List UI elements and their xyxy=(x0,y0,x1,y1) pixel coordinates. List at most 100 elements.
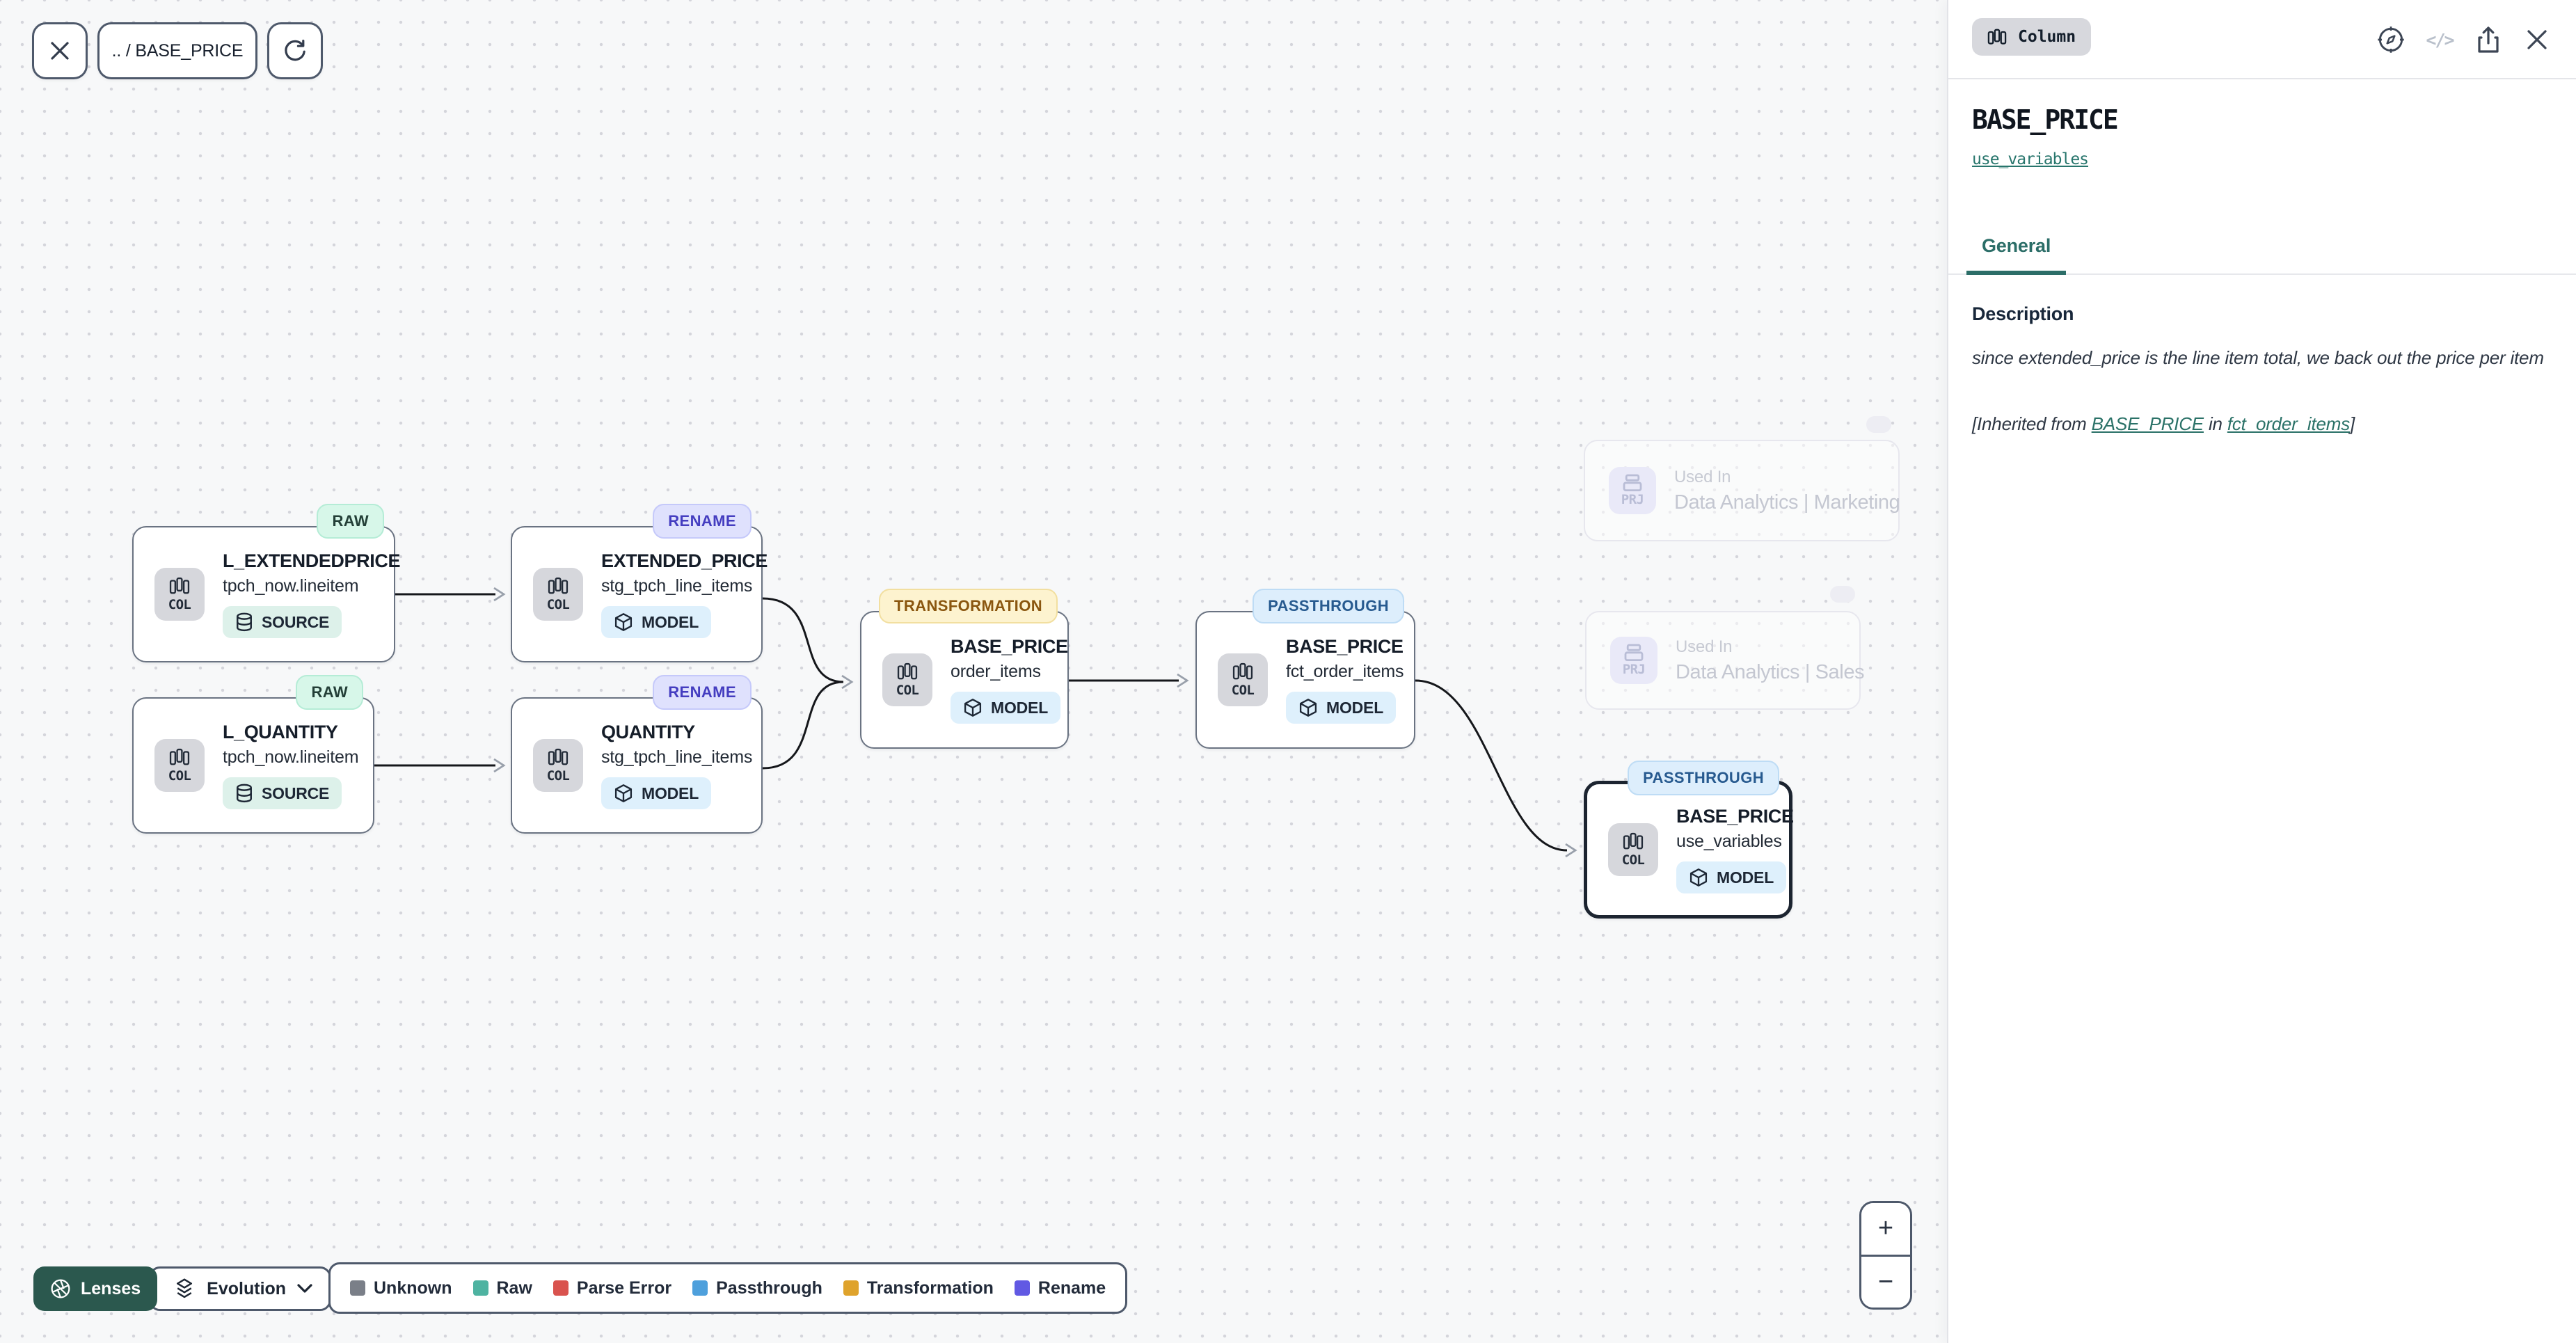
lineage-node-quantity[interactable]: RENAME COL QUANTITY stg_tpch_line_items … xyxy=(511,675,763,834)
asset-type-badge: MODEL xyxy=(1286,692,1397,724)
node-title: BASE_PRICE xyxy=(1676,806,1794,827)
asset-type-label: SOURCE xyxy=(262,784,330,802)
ghost-badge-slot xyxy=(1866,416,1891,433)
legend-swatch xyxy=(692,1280,708,1296)
share-button[interactable] xyxy=(2472,23,2505,56)
evolution-badge: RAW xyxy=(317,504,384,539)
evolution-badge: PASSTHROUGH xyxy=(1253,589,1404,623)
lineage-node-extended-price[interactable]: RENAME COL EXTENDED_PRICE stg_tpch_line_… xyxy=(511,504,768,662)
legend-item: Unknown xyxy=(350,1278,452,1298)
node-subtitle: stg_tpch_line_items xyxy=(601,747,753,767)
lenses-label: Lenses xyxy=(81,1278,141,1298)
lineage-edges xyxy=(374,587,1577,858)
columns-icon xyxy=(169,577,190,594)
ghost-badge-slot xyxy=(1830,586,1855,603)
used-in-node-sales[interactable]: PRJ Used In Data Analytics | Sales xyxy=(1585,611,1865,710)
used-in-kicker: Used In xyxy=(1676,637,1733,656)
explore-lineage-button[interactable] xyxy=(2374,23,2408,56)
evolution-lens-dropdown[interactable]: Evolution xyxy=(149,1266,332,1311)
legend-swatch xyxy=(1014,1280,1030,1296)
chip-label: COL xyxy=(1621,852,1645,868)
columns-icon xyxy=(548,748,569,765)
cube-icon xyxy=(1689,868,1708,887)
close-lineage-button[interactable] xyxy=(32,22,88,79)
asset-type-label: SOURCE xyxy=(262,612,330,631)
chip-label: COL xyxy=(546,768,570,784)
lineage-node-base-price-fct-order-items[interactable]: PASSTHROUGH COL BASE_PRICE fct_order_ite… xyxy=(1195,589,1415,749)
evolution-legend: Unknown Raw Parse Error Passthrough Tran… xyxy=(328,1262,1128,1314)
inherited-middle: in xyxy=(2203,413,2227,434)
used-in-node-marketing[interactable]: PRJ Used In Data Analytics | Marketing xyxy=(1584,440,1900,541)
share-icon xyxy=(2478,26,2499,53)
asset-type-badge: SOURCE xyxy=(223,777,342,809)
legend-swatch xyxy=(552,1280,569,1296)
lineage-node-base-price-order-items[interactable]: TRANSFORMATION COL BASE_PRICE order_item… xyxy=(860,589,1069,749)
close-panel-button[interactable] xyxy=(2520,23,2554,56)
zoom-out-button[interactable]: − xyxy=(1861,1256,1910,1308)
project-icon xyxy=(1624,644,1644,662)
evolution-badge: RAW xyxy=(296,675,363,710)
description-heading: Description xyxy=(1972,303,2074,324)
lens-controls: Lenses Evolution xyxy=(33,1266,332,1311)
project-chip: PRJ xyxy=(1610,637,1657,684)
chip-label: COL xyxy=(1231,683,1255,698)
panel-actions: </> xyxy=(2374,0,2554,79)
node-subtitle: stg_tpch_line_items xyxy=(601,576,753,596)
lineage-canvas[interactable]: .. / BASE_PRICE PRJ Used In Data Analyti… xyxy=(0,0,1947,1343)
details-panel: Column </> xyxy=(1947,0,2576,1343)
columns-icon xyxy=(1232,662,1253,680)
zoom-in-button[interactable]: + xyxy=(1861,1203,1910,1257)
asset-type-badge: MODEL xyxy=(1676,861,1787,893)
inherited-column-link[interactable]: BASE_PRICE xyxy=(2091,413,2204,434)
node-subtitle: use_variables xyxy=(1676,832,1782,851)
view-code-button[interactable]: </> xyxy=(2426,29,2454,50)
close-icon xyxy=(2527,30,2547,49)
legend-label: Parse Error xyxy=(576,1278,672,1298)
breadcrumb[interactable]: .. / BASE_PRICE xyxy=(97,22,257,79)
asset-type-label: MODEL xyxy=(642,784,699,802)
evolution-badge: PASSTHROUGH xyxy=(1628,761,1779,795)
chip-label: COL xyxy=(168,768,191,784)
asset-type-label: MODEL xyxy=(642,612,699,631)
aperture-icon xyxy=(51,1279,70,1298)
lineage-node-l-quantity[interactable]: RAW COL L_QUANTITY tpch_now.lineitem SOU… xyxy=(132,675,374,834)
node-subtitle: tpch_now.lineitem xyxy=(223,576,359,596)
refresh-icon xyxy=(285,40,305,61)
tab-general[interactable]: General xyxy=(1966,223,2067,275)
database-icon xyxy=(237,784,252,803)
evolution-badge: RENAME xyxy=(653,504,752,539)
asset-type-label: MODEL xyxy=(991,698,1049,717)
legend-label: Passthrough xyxy=(716,1278,822,1298)
inherited-prefix: [Inherited from xyxy=(1972,413,2092,434)
legend-item: Transformation xyxy=(843,1278,994,1298)
chip-label: PRJ xyxy=(1621,492,1644,507)
node-subtitle: order_items xyxy=(951,662,1041,681)
lenses-button[interactable]: Lenses xyxy=(33,1266,158,1311)
cube-icon xyxy=(614,784,633,802)
used-in-name: Data Analytics | Sales xyxy=(1676,660,1865,683)
legend-item: Rename xyxy=(1014,1278,1106,1298)
chip-label: COL xyxy=(546,597,570,612)
evolution-badge: RENAME xyxy=(653,675,752,710)
asset-type-label: MODEL xyxy=(1717,868,1774,887)
column-chip: COL xyxy=(882,653,932,706)
asset-type-badge: MODEL xyxy=(601,606,712,638)
panel-tabs: General xyxy=(1948,223,2576,275)
node-title: BASE_PRICE xyxy=(951,636,1068,657)
model-link[interactable]: use_variables xyxy=(1972,150,2089,168)
inherited-model-link[interactable]: fct_order_items xyxy=(2227,413,2351,434)
inherited-note: [Inherited from BASE_PRICE in fct_order_… xyxy=(1972,413,2557,435)
column-chip: COL xyxy=(1608,823,1658,876)
lineage-node-base-price-use-variables[interactable]: PASSTHROUGH COL BASE_PRICE use_variables… xyxy=(1584,761,1794,919)
breadcrumb-label: .. / BASE_PRICE xyxy=(111,40,244,61)
chip-label: PRJ xyxy=(1622,662,1646,677)
refresh-button[interactable] xyxy=(267,22,323,79)
project-chip: PRJ xyxy=(1609,467,1656,514)
cube-icon xyxy=(964,699,982,717)
asset-type-label: MODEL xyxy=(1326,698,1384,717)
columns-icon xyxy=(1987,29,2007,45)
column-chip: COL xyxy=(533,739,583,792)
node-title: L_QUANTITY xyxy=(223,722,338,742)
asset-type-badge: MODEL xyxy=(601,777,712,809)
lineage-node-l-extendedprice[interactable]: RAW COL L_EXTENDEDPRICE tpch_now.lineite… xyxy=(132,504,400,662)
